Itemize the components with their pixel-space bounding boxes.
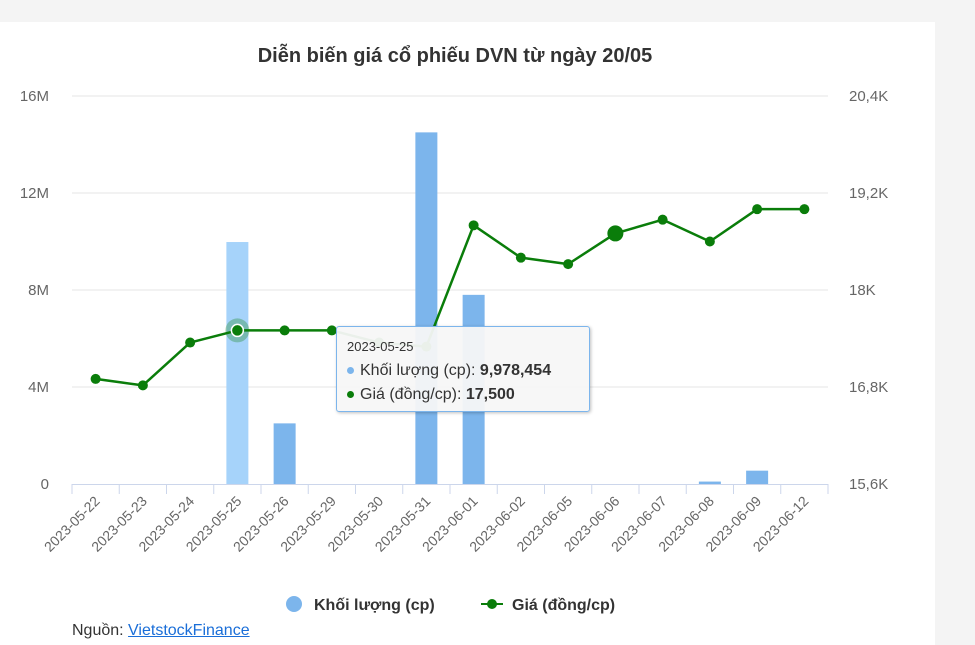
y-left-tick-label: 0 xyxy=(41,476,49,493)
legend[interactable]: Khối lượng (cp) Giá (đồng/cp) xyxy=(286,596,615,614)
bar-volume[interactable] xyxy=(746,470,769,484)
tooltip-price-dot xyxy=(347,391,354,399)
tooltip-price-row: Giá (đồng/cp): 17,500 xyxy=(347,383,579,407)
price-point[interactable] xyxy=(468,220,479,231)
grid-layer xyxy=(72,95,828,388)
legend-price-label[interactable]: Giá (đồng/cp) xyxy=(512,597,615,614)
price-point[interactable] xyxy=(799,204,810,215)
bar-volume[interactable] xyxy=(273,423,296,484)
price-point[interactable] xyxy=(137,380,148,391)
y-right-tick-label: 15,6K xyxy=(849,476,888,493)
y-left-tick-label: 8M xyxy=(28,282,49,299)
bar-layer xyxy=(226,132,769,484)
price-point[interactable] xyxy=(326,325,337,336)
tooltip-volume-dot xyxy=(347,367,354,375)
y-right-tick-label: 20,4K xyxy=(849,88,888,105)
legend-volume-label[interactable]: Khối lượng (cp) xyxy=(314,597,435,614)
y-right-tick-label: 19,2K xyxy=(849,185,888,202)
price-point[interactable] xyxy=(704,236,715,247)
price-point[interactable] xyxy=(657,214,668,225)
y-left-tick-label: 12M xyxy=(20,185,49,202)
y-left-tick-label: 16M xyxy=(20,88,49,105)
chart-panel: Diễn biến giá cổ phiếu DVN từ ngày 20/05… xyxy=(0,22,935,645)
price-point[interactable] xyxy=(607,225,624,242)
bar-volume[interactable] xyxy=(415,132,438,484)
chart-title: Diễn biến giá cổ phiếu DVN từ ngày 20/05 xyxy=(258,43,653,67)
tooltip-price-value: 17,500 xyxy=(465,386,515,403)
tooltip-price-label: Giá (đồng/cp): xyxy=(360,386,466,403)
price-point[interactable] xyxy=(752,204,763,215)
legend-price-symbol xyxy=(487,599,497,609)
price-line xyxy=(95,207,805,387)
source-credit: Nguồn: VietstockFinance xyxy=(72,622,250,640)
y-right-tick-label: 16,8K xyxy=(849,379,888,396)
tooltip: 2023-05-25 Khối lượng (cp): 9,978,454 Gi… xyxy=(336,326,590,412)
price-point[interactable] xyxy=(279,325,290,336)
tooltip-volume-value: 9,978,454 xyxy=(479,362,552,379)
price-point[interactable] xyxy=(563,259,574,270)
y-left-tick-label: 4M xyxy=(28,379,49,396)
price-point[interactable] xyxy=(185,337,196,348)
legend-volume-symbol xyxy=(286,596,302,612)
y-right-tick-label: 18K xyxy=(849,282,876,299)
tooltip-date: 2023-05-25 xyxy=(347,339,414,354)
axis-layer: 0 15,6K 4M 16,8K 8M 18K 12M 19,2K 16M 20,4K 2023-0… xyxy=(20,88,888,555)
price-point[interactable] xyxy=(515,252,526,263)
source-prefix: Nguồn: xyxy=(72,622,129,639)
price-point[interactable] xyxy=(90,373,101,384)
source-link[interactable]: VietstockFinance xyxy=(128,622,250,639)
tooltip-volume-row: Khối lượng (cp): 9,978,454 xyxy=(347,359,579,383)
price-point[interactable] xyxy=(230,323,245,338)
bar-volume[interactable] xyxy=(698,481,721,484)
bar-volume[interactable] xyxy=(226,242,249,484)
line-layer xyxy=(90,204,810,391)
tooltip-volume-label: Khối lượng (cp): xyxy=(360,362,480,379)
